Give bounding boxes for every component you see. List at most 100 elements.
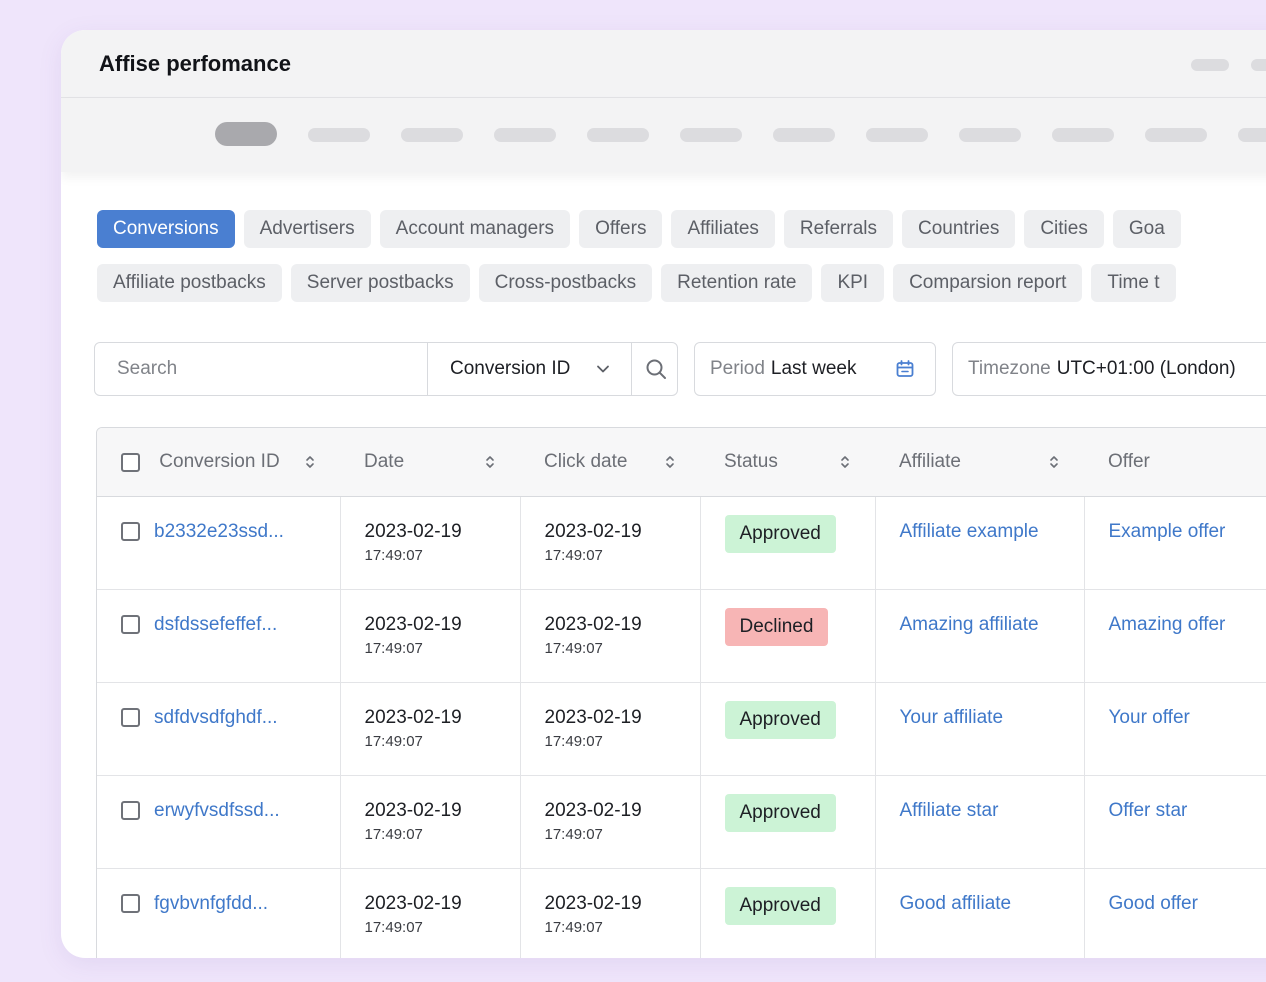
row-checkbox[interactable] <box>121 522 140 541</box>
cell-date: 2023-02-19 17:49:07 <box>340 682 521 776</box>
conversion-id-link[interactable]: erwyfvsdfssd... <box>154 799 280 821</box>
cell-conversion-id: b2332e23ssd... <box>97 496 341 590</box>
cell-click-date: 2023-02-19 17:49:07 <box>520 775 701 869</box>
table-row: sdfdvsdfghdf... 2023-02-19 17:49:07 2023-… <box>97 682 1266 776</box>
column-header-click-date[interactable]: Click date <box>520 428 700 497</box>
nav-item[interactable] <box>773 128 835 142</box>
affiliate-link[interactable]: Affiliate example <box>899 520 1039 542</box>
chevron-down-icon <box>597 365 609 373</box>
tab-retention-rate[interactable]: Retention rate <box>661 264 813 302</box>
date-value: 2023-02-19 <box>364 892 462 914</box>
row-checkbox[interactable] <box>121 708 140 727</box>
column-header-conversion-id[interactable]: Conversion ID <box>97 428 340 497</box>
nav-item[interactable] <box>1238 128 1266 142</box>
tab-cross-postbacks[interactable]: Cross-postbacks <box>478 264 653 302</box>
nav-item[interactable] <box>1052 128 1114 142</box>
click-date-value: 2023-02-19 <box>544 892 642 914</box>
affiliate-link[interactable]: Amazing affiliate <box>899 613 1039 635</box>
cell-click-date: 2023-02-19 17:49:07 <box>520 682 701 776</box>
nav-item[interactable] <box>959 128 1021 142</box>
column-header-date[interactable]: Date <box>340 428 520 497</box>
cell-offer: Amazing offer <box>1084 589 1266 683</box>
time-value: 17:49:07 <box>364 732 423 750</box>
nav-item[interactable] <box>866 128 928 142</box>
timezone-picker[interactable]: Timezone UTC+01:00 (London) <box>952 342 1266 396</box>
tab-comparsion-report[interactable]: Comparsion report <box>893 264 1083 302</box>
cell-offer: Your offer <box>1084 682 1266 776</box>
conversion-id-link[interactable]: fgvbvnfgfdd... <box>154 892 269 914</box>
date-value: 2023-02-19 <box>364 520 462 542</box>
report-tabs-row-1: Conversions Advertisers Account managers… <box>97 210 1181 248</box>
window-control[interactable] <box>1191 59 1229 71</box>
affiliate-link[interactable]: Good affiliate <box>899 892 1012 914</box>
tab-time[interactable]: Time t <box>1091 264 1176 302</box>
period-picker[interactable]: Period Last week <box>694 342 936 396</box>
tab-cities[interactable]: Cities <box>1024 210 1104 248</box>
cell-status: Approved <box>700 775 876 869</box>
nav-item[interactable] <box>587 128 649 142</box>
sort-icon[interactable] <box>665 454 675 470</box>
time-value: 17:49:07 <box>364 918 423 936</box>
nav-item[interactable] <box>680 128 742 142</box>
cell-date: 2023-02-19 17:49:07 <box>340 775 521 869</box>
tab-offers[interactable]: Offers <box>579 210 663 248</box>
offer-link[interactable]: Example offer <box>1108 520 1226 542</box>
nav-item[interactable] <box>401 128 463 142</box>
affiliate-link[interactable]: Affiliate star <box>899 799 999 821</box>
conversions-table: Conversion ID Date Click date Status <box>96 427 1266 958</box>
row-checkbox[interactable] <box>121 801 140 820</box>
sort-icon[interactable] <box>485 454 495 470</box>
click-time-value: 17:49:07 <box>544 825 603 843</box>
sort-icon[interactable] <box>1049 454 1059 470</box>
conversion-id-link[interactable]: b2332e23ssd... <box>154 520 284 542</box>
time-value: 17:49:07 <box>364 546 423 564</box>
time-value: 17:49:07 <box>364 639 423 657</box>
status-badge: Approved <box>724 514 836 553</box>
window-control[interactable] <box>1251 59 1266 71</box>
affiliate-link[interactable]: Your affiliate <box>899 706 1004 728</box>
tab-kpi[interactable]: KPI <box>821 264 885 302</box>
search-group: Conversion ID <box>94 342 678 396</box>
cell-conversion-id: dsfdssefeffef... <box>97 589 341 683</box>
row-checkbox[interactable] <box>121 615 140 634</box>
cell-date: 2023-02-19 17:49:07 <box>340 589 521 683</box>
nav-item[interactable] <box>1145 128 1207 142</box>
column-header-affiliate[interactable]: Affiliate <box>875 428 1084 497</box>
select-all-checkbox[interactable] <box>121 452 140 472</box>
tab-goals[interactable]: Goa <box>1112 210 1181 248</box>
column-header-status[interactable]: Status <box>700 428 875 497</box>
search-icon <box>646 359 666 379</box>
cell-click-date: 2023-02-19 17:49:07 <box>520 868 701 958</box>
table-row: fgvbvnfgfdd... 2023-02-19 17:49:07 2023-0… <box>97 868 1266 958</box>
tab-affiliate-postbacks[interactable]: Affiliate postbacks <box>97 264 282 302</box>
offer-link[interactable]: Offer star <box>1108 799 1188 821</box>
conversion-id-link[interactable]: sdfdvsdfghdf... <box>154 706 278 728</box>
tab-server-postbacks[interactable]: Server postbacks <box>290 264 470 302</box>
row-checkbox[interactable] <box>121 894 140 913</box>
click-date-value: 2023-02-19 <box>544 520 642 542</box>
nav-item-active[interactable] <box>215 122 277 146</box>
tab-conversions[interactable]: Conversions <box>97 210 235 248</box>
sort-icon[interactable] <box>305 454 315 470</box>
table-row: b2332e23ssd... 2023-02-19 17:49:07 2023-0… <box>97 496 1266 590</box>
offer-link[interactable]: Amazing offer <box>1108 613 1226 635</box>
table-header-row: Conversion ID Date Click date Status <box>97 428 1266 497</box>
column-header-offer[interactable]: Offer <box>1084 428 1266 497</box>
cell-offer: Offer star <box>1084 775 1266 869</box>
tab-referrals[interactable]: Referrals <box>783 210 893 248</box>
search-field-select[interactable]: Conversion ID <box>427 343 631 395</box>
offer-link[interactable]: Good offer <box>1108 892 1198 914</box>
tab-affiliates[interactable]: Affiliates <box>671 210 775 248</box>
nav-item[interactable] <box>494 128 556 142</box>
nav-item[interactable] <box>308 128 370 142</box>
tab-advertisers[interactable]: Advertisers <box>243 210 371 248</box>
cell-affiliate: Your affiliate <box>875 682 1085 776</box>
window-title: Affise perfomance <box>99 51 291 76</box>
search-input[interactable] <box>95 343 427 395</box>
offer-link[interactable]: Your offer <box>1108 706 1190 728</box>
conversion-id-link[interactable]: dsfdssefeffef... <box>154 613 278 635</box>
tab-countries[interactable]: Countries <box>902 210 1016 248</box>
sort-icon[interactable] <box>840 454 850 470</box>
search-button[interactable] <box>631 343 678 395</box>
tab-account-managers[interactable]: Account managers <box>379 210 571 248</box>
